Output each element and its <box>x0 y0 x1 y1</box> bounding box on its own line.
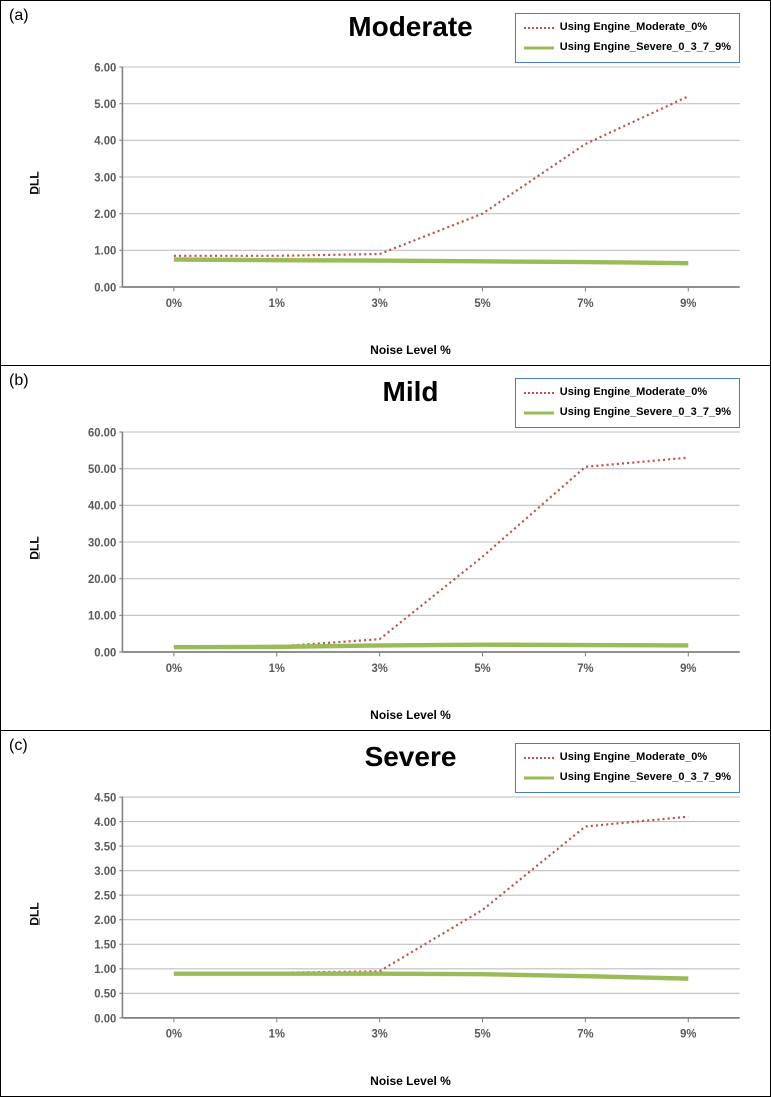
y-tick-label: 1.50 <box>94 938 116 951</box>
plot-svg: 0.00 10.00 20.00 30.00 40.00 50.00 60.00 0% 1% 3%… <box>71 421 750 685</box>
x-tick-label: 0% <box>166 661 183 674</box>
x-tick-label: 0% <box>166 296 183 309</box>
y-tick-label: 40.00 <box>88 499 117 512</box>
x-tick-label: 9% <box>680 661 697 674</box>
y-tick-label: 0.00 <box>94 646 116 659</box>
chart-area: Mild Using Engine_Moderate_0% Using Engi… <box>71 376 750 720</box>
y-tick-label: 3.00 <box>94 171 116 184</box>
series-severe-line <box>174 260 688 264</box>
y-tick-label: 30.00 <box>88 536 117 549</box>
x-tick-label: 3% <box>371 1027 388 1040</box>
y-tick-label: 3.00 <box>94 865 116 878</box>
x-tick-label: 7% <box>577 296 594 309</box>
legend-swatch-dotted <box>524 753 554 763</box>
y-tick-label: 2.50 <box>94 889 116 902</box>
x-tick-label: 5% <box>474 1027 491 1040</box>
y-tick-label: 4.50 <box>94 791 116 804</box>
panel-label: (a) <box>9 7 29 25</box>
legend-item-1: Using Engine_Moderate_0% <box>524 18 731 38</box>
legend-swatch-solid <box>524 43 554 53</box>
legend-swatch-dotted <box>524 388 554 398</box>
plot-svg: 0.00 1.00 2.00 3.00 4.00 5.00 6.00 0% 1% 3% 5% 7% 9% <box>71 56 750 320</box>
y-axis-label: D̲LL <box>28 171 42 194</box>
y-tick-label: 50.00 <box>88 463 117 476</box>
legend-item-2: Using Engine_Severe_0_3_7_9% <box>524 768 731 788</box>
figure-container: (a) Moderate Using Engine_Moderate_0% Usi… <box>0 0 771 1097</box>
panel-label: (b) <box>9 372 29 390</box>
y-tick-label: 0.00 <box>94 1012 116 1025</box>
series-severe-line <box>174 645 688 648</box>
y-axis-label: D̲LL <box>28 902 42 925</box>
chart-title: Mild <box>383 376 439 408</box>
y-tick-label: 2.00 <box>94 914 116 927</box>
x-tick-label: 5% <box>474 661 491 674</box>
legend-item-2: Using Engine_Severe_0_3_7_9% <box>524 403 731 423</box>
x-tick-label: 9% <box>680 1027 697 1040</box>
chart-title: Severe <box>365 741 457 773</box>
legend-item-2: Using Engine_Severe_0_3_7_9% <box>524 38 731 58</box>
y-tick-label: 3.50 <box>94 840 116 853</box>
x-axis-label: Noise Level % <box>370 343 451 357</box>
x-tick-label: 1% <box>269 296 286 309</box>
y-tick-label: 1.00 <box>94 963 116 976</box>
chart-title: Moderate <box>348 11 472 43</box>
legend-label-2: Using Engine_Severe_0_3_7_9% <box>560 38 731 58</box>
y-tick-label: 4.00 <box>94 816 116 829</box>
series-moderate-line <box>174 96 688 256</box>
panel-c: (c) Severe Using Engine_Moderate_0% Using… <box>1 731 770 1096</box>
y-tick-label: 60.00 <box>88 426 117 439</box>
x-tick-label: 7% <box>577 661 594 674</box>
y-tick-label: 0.00 <box>94 281 116 294</box>
x-tick-label: 7% <box>577 1027 594 1040</box>
panel-label: (c) <box>9 737 28 755</box>
panel-b: (b) Mild Using Engine_Moderate_0% Using E… <box>1 366 770 731</box>
y-tick-label: 4.00 <box>94 134 116 147</box>
x-tick-label: 1% <box>269 661 286 674</box>
y-tick-label: 20.00 <box>88 573 117 586</box>
x-tick-label: 1% <box>269 1027 286 1040</box>
legend-label-2: Using Engine_Severe_0_3_7_9% <box>560 768 731 788</box>
legend-item-1: Using Engine_Moderate_0% <box>524 383 731 403</box>
legend-label-1: Using Engine_Moderate_0% <box>560 18 707 38</box>
x-tick-label: 9% <box>680 296 697 309</box>
legend-swatch-dotted <box>524 23 554 33</box>
series-moderate-line <box>174 458 688 647</box>
legend-item-1: Using Engine_Moderate_0% <box>524 748 731 768</box>
legend-label-1: Using Engine_Moderate_0% <box>560 383 707 403</box>
y-tick-label: 6.00 <box>94 61 116 74</box>
y-axis-label: D̲LL <box>28 536 42 559</box>
x-tick-label: 5% <box>474 296 491 309</box>
x-axis-label: Noise Level % <box>370 1074 451 1088</box>
plot-svg: 0.00 0.50 1.00 1.50 2.00 2.50 3.00 3.50 4.00 4.50… <box>71 786 750 1051</box>
x-tick-label: 3% <box>371 296 388 309</box>
chart-area: Moderate Using Engine_Moderate_0% Using … <box>71 11 750 355</box>
y-tick-label: 0.50 <box>94 987 116 1000</box>
y-tick-label: 10.00 <box>88 609 117 622</box>
legend-swatch-solid <box>524 773 554 783</box>
legend-swatch-solid <box>524 408 554 418</box>
legend-label-2: Using Engine_Severe_0_3_7_9% <box>560 403 731 423</box>
x-tick-label: 0% <box>166 1027 183 1040</box>
x-axis-label: Noise Level % <box>370 708 451 722</box>
y-tick-label: 5.00 <box>94 98 116 111</box>
series-severe-line <box>174 974 688 979</box>
y-tick-label: 1.00 <box>94 244 116 257</box>
panel-a: (a) Moderate Using Engine_Moderate_0% Usi… <box>1 1 770 366</box>
x-tick-label: 3% <box>371 661 388 674</box>
y-tick-label: 2.00 <box>94 208 116 221</box>
chart-area: Severe Using Engine_Moderate_0% Using En… <box>71 741 750 1086</box>
legend-label-1: Using Engine_Moderate_0% <box>560 748 707 768</box>
